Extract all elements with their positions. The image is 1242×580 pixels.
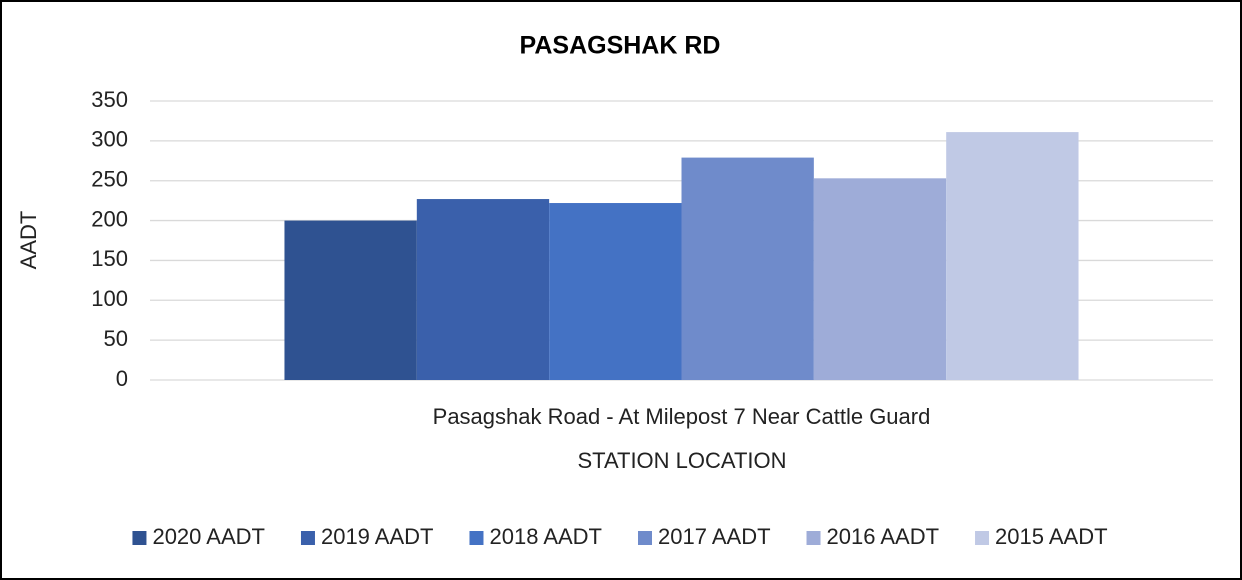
- y-tick-label: 150: [91, 246, 128, 271]
- y-tick-label: 0: [116, 366, 128, 391]
- legend-label: 2015 AADT: [995, 524, 1108, 549]
- bar: [813, 178, 947, 380]
- legend-label: 2019 AADT: [321, 524, 434, 549]
- legend-label: 2017 AADT: [658, 524, 771, 549]
- legend-swatch: [300, 531, 315, 545]
- y-tick-label: 100: [91, 286, 128, 311]
- y-tick-label: 350: [91, 87, 128, 112]
- legend-swatch: [806, 531, 821, 545]
- legend-swatch: [975, 531, 990, 545]
- bar: [946, 132, 1079, 380]
- bar: [416, 199, 550, 380]
- legend-swatch: [132, 531, 147, 545]
- bar: [284, 220, 417, 380]
- bar: [549, 203, 682, 380]
- legend-label: 2016 AADT: [827, 524, 940, 549]
- x-axis-title: STATION LOCATION: [577, 448, 786, 473]
- y-tick-label: 50: [104, 326, 128, 351]
- legend-label: 2018 AADT: [489, 524, 602, 549]
- legend-swatch: [638, 531, 652, 545]
- y-tick-label: 200: [91, 206, 128, 231]
- legend-swatch: [469, 531, 484, 545]
- y-tick-label: 250: [91, 167, 128, 192]
- y-tick-label: 300: [91, 127, 128, 152]
- x-tick-label: Pasagshak Road - At Milepost 7 Near Catt…: [433, 404, 931, 429]
- legend-label: 2020 AADT: [152, 524, 265, 549]
- chart-title: PASAGSHAK RD: [520, 32, 721, 60]
- bar: [681, 157, 814, 380]
- y-axis-title: AADT: [16, 211, 41, 270]
